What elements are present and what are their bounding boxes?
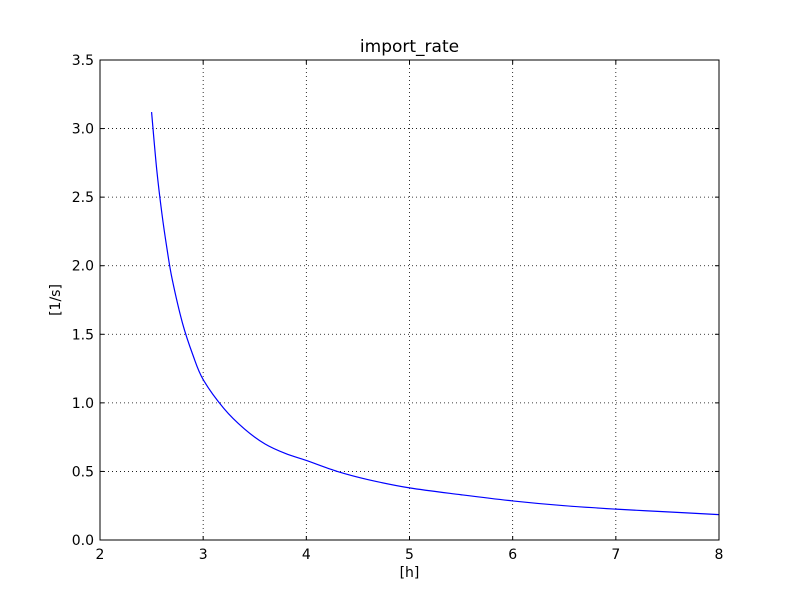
series-line: [150, 112, 720, 516]
x-tick-label: 5: [405, 547, 414, 563]
y-tick-label: 1.5: [72, 327, 94, 343]
series-layer: [150, 112, 720, 516]
y-tick-label: 0.5: [72, 464, 94, 480]
y-tick-label: 3.5: [72, 53, 94, 69]
y-tick-label: 3.0: [72, 122, 94, 138]
ticks: 2 3 4 5 6 7 8 0.0 0.5 1.0 1.5 2.0 2.5 3.0 3.5: [72, 53, 724, 563]
x-axis-label: [h]: [400, 565, 420, 581]
x-tick-label: 2: [96, 547, 105, 563]
y-tick-label: 1.0: [72, 396, 94, 412]
chart-title: import_rate: [360, 37, 459, 57]
y-tick-label: 2.5: [72, 190, 94, 206]
y-tick-label: 2.0: [72, 259, 94, 275]
y-tick-label: 0.0: [72, 533, 94, 549]
x-tick-label: 6: [508, 547, 517, 563]
y-axis-label: [1/s]: [48, 284, 64, 316]
x-tick-label: 8: [715, 547, 724, 563]
x-tick-label: 4: [302, 547, 311, 563]
x-tick-label: 3: [199, 547, 208, 563]
x-tick-label: 7: [611, 547, 620, 563]
